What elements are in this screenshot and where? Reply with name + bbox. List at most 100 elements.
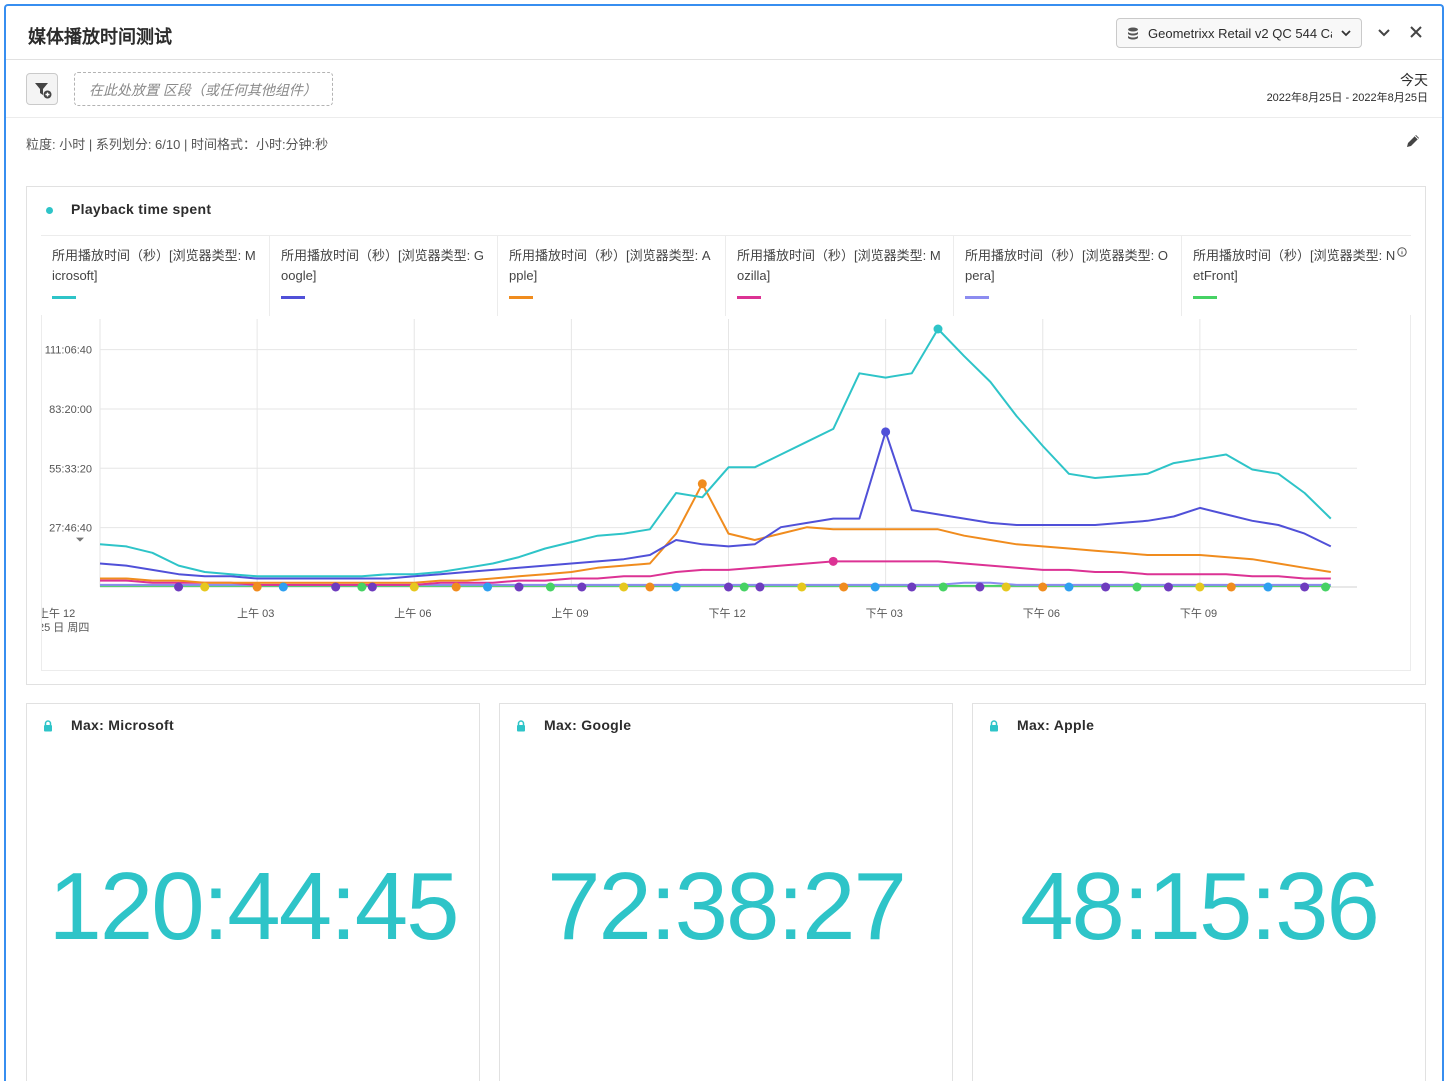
anomaly-dot	[1195, 582, 1205, 592]
lock-icon	[989, 719, 999, 737]
anomaly-dot	[357, 582, 367, 592]
kpi-card-google: Max: Google 72:38:27	[499, 703, 953, 1081]
y-tick-label: 83:20:00	[49, 404, 92, 416]
anomaly-dot	[278, 582, 288, 592]
anomaly-dot	[645, 582, 655, 592]
segment-drop-zone[interactable]: 在此处放置 区段（或任何其他组件）	[74, 72, 333, 106]
anomaly-dot	[577, 582, 587, 592]
anomaly-dot	[1226, 582, 1236, 592]
report-suite-select[interactable]: Geometrixx Retail v2 QC 544 Cal	[1116, 18, 1362, 48]
filter-add-button[interactable]	[26, 73, 58, 105]
series-line	[100, 482, 1331, 584]
segment-bar: 在此处放置 区段（或任何其他组件） 今天 2022年8月25日 - 2022年8…	[6, 60, 1442, 118]
legend-item[interactable]: 所用播放时间（秒）[浏览器类型: Opera]	[953, 236, 1181, 316]
x-tick-label: 下午 06	[1023, 607, 1060, 620]
legend-swatch	[737, 296, 761, 299]
anomaly-dot	[797, 582, 807, 592]
legend-label: 所用播放时间（秒）[浏览器类型: Apple]	[509, 248, 711, 283]
pencil-icon	[1407, 135, 1419, 147]
anomaly-dot	[331, 582, 341, 592]
edit-settings-button[interactable]	[1404, 132, 1424, 152]
legend-item[interactable]: 所用播放时间（秒）[浏览器类型: Google]	[269, 236, 497, 316]
kpi-title: Max: Google	[544, 717, 632, 733]
anomaly-dot	[724, 582, 733, 592]
date-preset-label[interactable]: 今天	[1400, 72, 1428, 88]
chart-plot-area: 27:46:40 55:33:20 83:20:00 111:06:40 上午 12 上午…	[41, 315, 1411, 671]
legend-label: 所用播放时间（秒）[浏览器类型: NetFront]	[1193, 248, 1396, 283]
anomaly-dot	[367, 582, 377, 592]
legend-item[interactable]: 所用播放时间（秒）[浏览器类型: Mozilla]	[725, 236, 953, 316]
x-tick-sublabel: 25 日 周四	[42, 621, 89, 634]
workspace-frame: 媒体播放时间测试 Geometrixx Retail v2 QC 544 Cal…	[4, 4, 1444, 1081]
anomaly-dot	[1321, 582, 1331, 592]
y-tick-label: 111:06:40	[45, 345, 92, 357]
axis-marker-icon	[76, 537, 84, 542]
kpi-value: 72:38:27	[547, 853, 907, 960]
peak-marker	[697, 479, 707, 489]
line-chart-panel: Playback time spent 所用播放时间（秒）[浏览器类型: Mic…	[26, 186, 1426, 685]
anomaly-dot	[1064, 582, 1074, 592]
legend-swatch	[281, 296, 305, 299]
close-panel-button[interactable]	[1404, 20, 1428, 44]
anomaly-dot	[409, 582, 419, 592]
y-tick-label: 55:33:20	[49, 463, 92, 475]
filter-add-icon	[35, 83, 52, 99]
anomaly-dot	[514, 582, 524, 592]
date-range[interactable]: 2022年8月25日 - 2022年8月25日	[1266, 92, 1428, 104]
anomaly-dot	[545, 582, 555, 592]
anomaly-dot	[451, 582, 461, 592]
info-icon[interactable]	[1397, 244, 1407, 262]
anomaly-dot	[975, 582, 985, 592]
x-tick-label: 上午 09	[551, 607, 588, 620]
close-icon	[1410, 26, 1422, 38]
anomaly-dot	[1132, 582, 1142, 592]
anomaly-dot	[839, 582, 849, 592]
lock-icon	[43, 719, 53, 737]
kpi-title: Max: Apple	[1017, 717, 1095, 733]
x-tick-label: 上午 03	[237, 607, 274, 620]
series-dot-icon	[46, 207, 53, 214]
peak-marker	[828, 556, 838, 566]
database-icon	[1127, 27, 1139, 43]
anomaly-dot	[174, 582, 184, 592]
kpi-value: 120:44:45	[48, 853, 459, 960]
anomaly-dot	[1001, 582, 1011, 592]
kpi-title: Max: Microsoft	[71, 717, 174, 733]
chart-legend: 所用播放时间（秒）[浏览器类型: Microsoft] 所用播放时间（秒）[浏览器…	[41, 235, 1411, 316]
x-tick-label: 上午 12	[42, 607, 75, 620]
chevron-down-icon	[1340, 27, 1352, 42]
legend-swatch	[52, 296, 76, 299]
legend-item[interactable]: 所用播放时间（秒）[浏览器类型: Microsoft]	[41, 236, 269, 316]
y-tick-label: 27:46:40	[49, 523, 92, 535]
legend-swatch	[1193, 296, 1217, 299]
visualization-settings-summary: 粒度: 小时 | 系列划分: 6/10 | 时间格式：小时:分钟:秒	[26, 137, 329, 152]
anomaly-dot	[252, 582, 262, 592]
line-chart: 27:46:40 55:33:20 83:20:00 111:06:40 上午 12 上午…	[42, 319, 1357, 634]
panel-header: 媒体播放时间测试 Geometrixx Retail v2 QC 544 Cal	[6, 6, 1442, 60]
legend-label: 所用播放时间（秒）[浏览器类型: Google]	[281, 248, 484, 283]
series-line	[100, 560, 1331, 586]
x-tick-label: 下午 03	[866, 607, 903, 620]
peak-marker	[881, 427, 891, 437]
kpi-card-apple: Max: Apple 48:15:36	[972, 703, 1426, 1081]
kpi-card-microsoft: Max: Microsoft 120:44:45	[26, 703, 480, 1081]
legend-label: 所用播放时间（秒）[浏览器类型: Mozilla]	[737, 248, 941, 283]
report-suite-label: Geometrixx Retail v2 QC 544 Cal	[1148, 26, 1332, 41]
peak-marker	[933, 324, 943, 334]
anomaly-dot	[1263, 582, 1273, 592]
chart-title: Playback time spent	[71, 201, 212, 217]
anomaly-dot	[1101, 582, 1111, 592]
anomaly-dot	[483, 582, 493, 592]
legend-label: 所用播放时间（秒）[浏览器类型: Microsoft]	[52, 248, 256, 283]
legend-item[interactable]: 所用播放时间（秒）[浏览器类型: NetFront]	[1181, 236, 1409, 316]
anomaly-dot	[938, 582, 948, 592]
anomaly-dot	[755, 582, 765, 592]
legend-swatch	[965, 296, 989, 299]
series-line	[99, 430, 1332, 580]
legend-swatch	[509, 296, 533, 299]
anomaly-dot	[907, 582, 917, 592]
anomaly-dot	[870, 582, 880, 592]
collapse-panel-button[interactable]	[1372, 20, 1396, 44]
legend-item[interactable]: 所用播放时间（秒）[浏览器类型: Apple]	[497, 236, 725, 316]
anomaly-dot	[200, 582, 210, 592]
